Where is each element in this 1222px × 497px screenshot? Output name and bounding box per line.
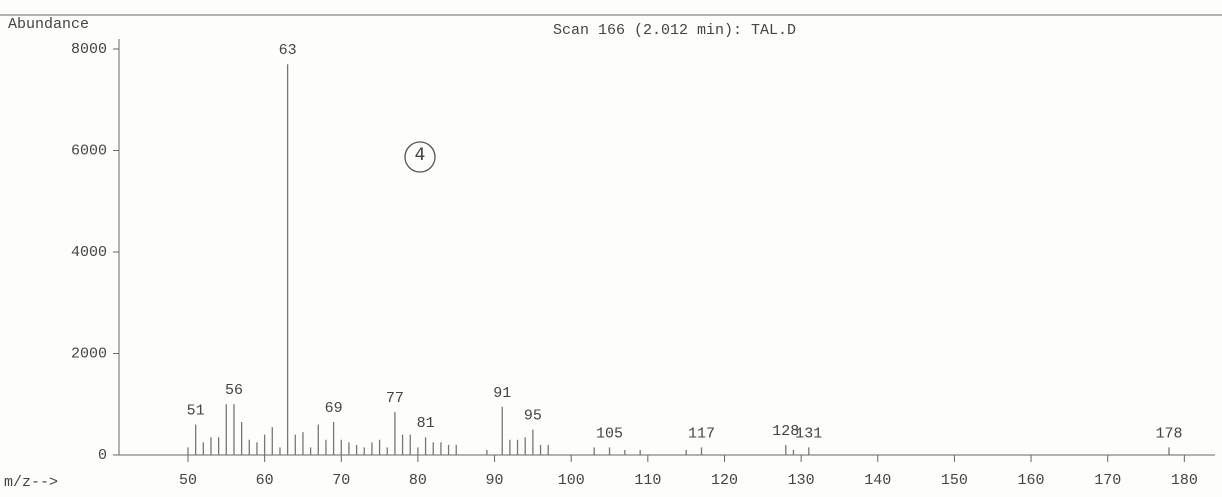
x-tick-label: 140 bbox=[864, 472, 891, 489]
peak-label: 105 bbox=[596, 425, 623, 442]
peak-label: 69 bbox=[325, 400, 343, 417]
y-tick-label: 2000 bbox=[71, 345, 107, 362]
chart-title: Scan 166 (2.012 min): TAL.D bbox=[553, 22, 796, 39]
annotation: 4 bbox=[415, 145, 426, 165]
x-tick-label: 120 bbox=[711, 472, 738, 489]
x-tick-label: 180 bbox=[1171, 472, 1198, 489]
x-tick-label: 60 bbox=[256, 472, 274, 489]
y-tick-label: 0 bbox=[98, 447, 107, 464]
y-tick-label: 6000 bbox=[71, 142, 107, 159]
x-tick-label: 160 bbox=[1018, 472, 1045, 489]
x-tick-label: 80 bbox=[409, 472, 427, 489]
peak-label: 128 bbox=[772, 423, 799, 440]
annotation-circle bbox=[404, 141, 436, 173]
peak-label: 51 bbox=[187, 403, 205, 420]
x-tick-label: 150 bbox=[941, 472, 968, 489]
x-tick-label: 170 bbox=[1094, 472, 1121, 489]
peak-label: 56 bbox=[225, 382, 243, 399]
peak-label: 81 bbox=[417, 415, 435, 432]
peak-label: 91 bbox=[493, 385, 511, 402]
peak-label: 117 bbox=[688, 425, 715, 442]
x-tick-label: 90 bbox=[486, 472, 504, 489]
peak-label: 131 bbox=[795, 425, 822, 442]
x-tick-label: 100 bbox=[558, 472, 585, 489]
x-axis-label: m/z--> bbox=[4, 474, 58, 491]
y-tick-label: 4000 bbox=[71, 244, 107, 261]
x-tick-label: 130 bbox=[788, 472, 815, 489]
y-tick-label: 8000 bbox=[71, 41, 107, 58]
peak-label: 178 bbox=[1156, 425, 1183, 442]
x-tick-label: 50 bbox=[179, 472, 197, 489]
peak-label: 95 bbox=[524, 408, 542, 425]
peak-label: 77 bbox=[386, 390, 404, 407]
peak-label: 63 bbox=[279, 42, 297, 59]
y-axis-label: Abundance bbox=[8, 16, 89, 33]
x-tick-label: 70 bbox=[332, 472, 350, 489]
x-tick-label: 110 bbox=[634, 472, 661, 489]
